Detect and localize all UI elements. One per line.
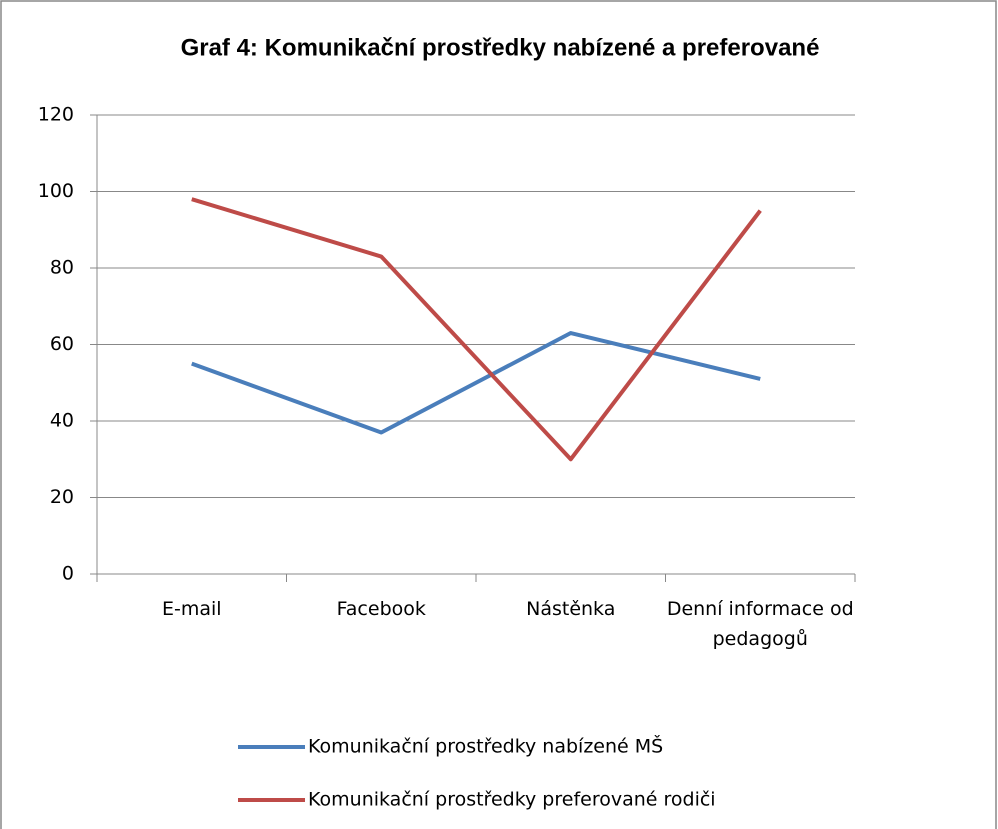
x-tick-label: Facebook [336,598,426,620]
y-tick-label: 100 [38,180,74,202]
x-tick-label: E-mail [161,598,222,620]
y-tick-label: 120 [38,104,74,126]
x-tick-label: Denní informace od pedagogů [666,598,854,650]
legend-label: Komunikační prostředky preferované rodič… [308,789,716,811]
y-tick-label: 80 [50,257,74,279]
x-tick-label: Nástěnka [526,598,616,620]
chart-title: Graf 4: Komunikační prostředky nabízené … [181,34,820,61]
line-series [191,197,762,462]
y-tick-label: 40 [50,410,74,432]
line-series [191,331,761,435]
y-tick-label: 60 [50,333,74,355]
y-tick-label: 20 [50,486,74,508]
y-tick-label: 0 [62,563,74,585]
legend-label: Komunikační prostředky nabízené MŠ [308,734,663,758]
